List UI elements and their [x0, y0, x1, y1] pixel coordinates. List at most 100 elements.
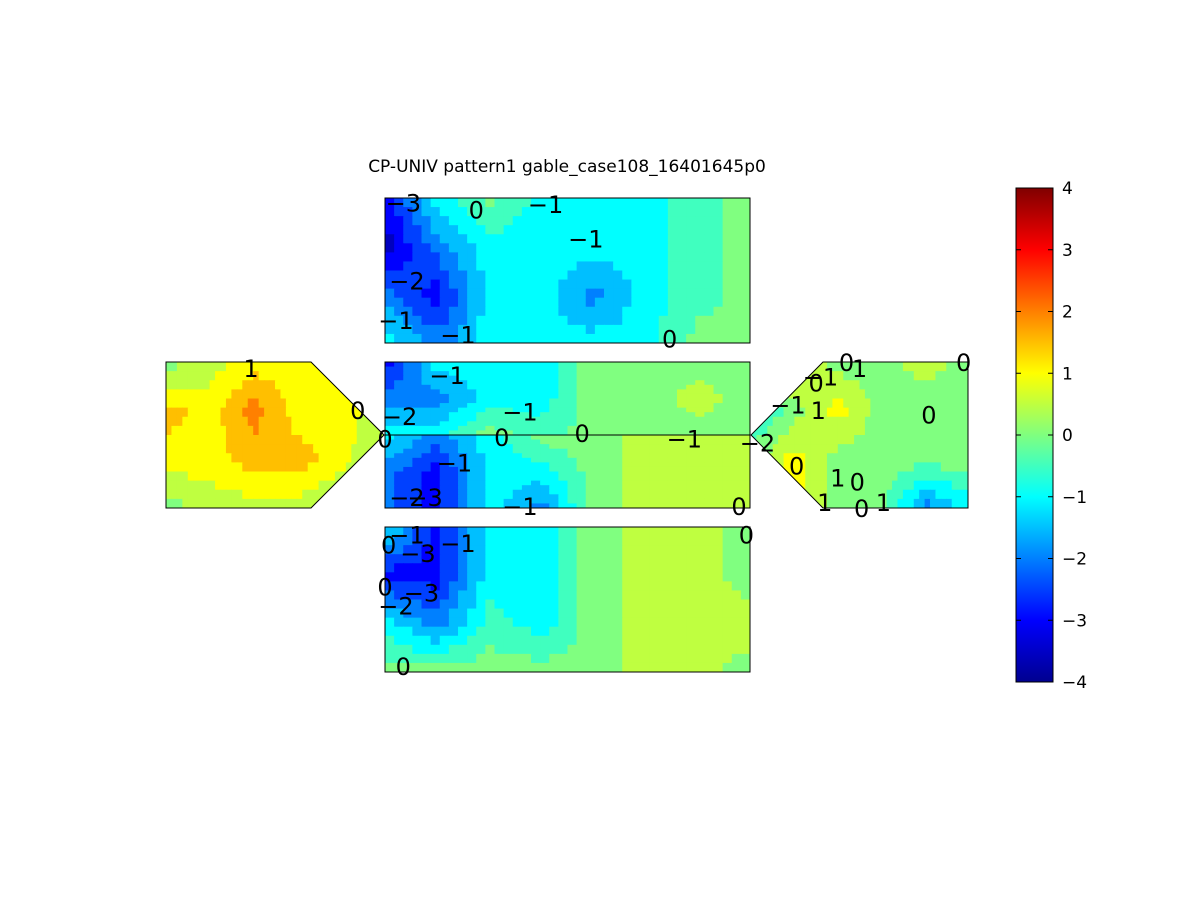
contour-cell: [439, 608, 450, 619]
contour-cell: [558, 462, 569, 468]
contour-cell: [667, 297, 678, 308]
contour-cell: [394, 371, 404, 377]
contour-cell: [467, 503, 477, 508]
contour-cell: [430, 653, 441, 664]
contour-cell: [722, 366, 733, 372]
contour-cell: [740, 207, 750, 217]
contour-cell: [837, 371, 844, 381]
contour-cell: [704, 444, 715, 450]
contour-cell: [385, 425, 395, 432]
contour-cell: [613, 407, 623, 413]
contour-cell: [881, 489, 888, 500]
contour-cell: [631, 216, 642, 226]
contour-cell: [886, 389, 893, 400]
contour-cell: [494, 485, 505, 491]
contour-cell: [631, 536, 642, 546]
contour-cell: [704, 572, 715, 582]
contour-cell: [521, 333, 532, 343]
contour-cell: [881, 498, 888, 508]
contour-cell: [307, 407, 314, 418]
contour-cell: [503, 489, 514, 495]
contour-cell: [171, 435, 178, 445]
contour-cell: [962, 371, 968, 381]
contour-cell: [640, 498, 651, 505]
contour-cell: [677, 425, 687, 432]
contour-cell: [225, 398, 232, 409]
contour-cell: [631, 563, 642, 573]
contour-cell: [631, 225, 642, 235]
contour-cell: [448, 366, 459, 372]
contour-cell: [837, 480, 844, 491]
contour-cell: [258, 498, 265, 508]
contour-cell: [187, 389, 194, 400]
contour-cell: [521, 435, 532, 441]
contour-cell: [225, 425, 232, 436]
contour-cell: [540, 279, 550, 290]
contour-cell: [740, 315, 750, 326]
contour-cell: [467, 545, 477, 555]
contour-cell: [585, 333, 596, 343]
contour-cell: [467, 662, 477, 672]
contour-cell: [826, 480, 833, 491]
contour-cell: [485, 384, 496, 390]
contour-cell: [531, 466, 541, 473]
contour-cell: [854, 407, 861, 418]
contour-cell: [722, 306, 733, 317]
contour-cell: [722, 389, 733, 395]
contour-cell: [731, 384, 742, 390]
contour-cell: [540, 581, 550, 592]
contour-cell: [604, 545, 614, 555]
contour-cell: [704, 315, 715, 326]
contour-cell: [756, 380, 763, 390]
contour-cell: [439, 362, 450, 368]
contour-cell: [334, 498, 341, 508]
contour-cell: [187, 489, 194, 500]
contour-cell: [930, 453, 937, 463]
contour-cell: [640, 430, 651, 435]
contour-cell: [810, 435, 817, 445]
contour-cell: [258, 380, 265, 390]
contour-cell: [430, 421, 441, 427]
contour-cell: [458, 425, 468, 432]
contour-cell: [549, 444, 559, 450]
contour-cell: [826, 371, 833, 381]
contour-cell: [919, 435, 926, 445]
contour-cell: [412, 462, 423, 468]
contour-cell: [356, 362, 363, 372]
contour-cell: [622, 216, 632, 226]
contour-cell: [837, 444, 844, 454]
contour-cell: [439, 439, 450, 445]
contour-cell: [540, 489, 550, 495]
contour-cell: [695, 466, 705, 473]
contour-cell: [604, 439, 614, 445]
contour-cell: [913, 453, 920, 463]
contour-cell: [448, 617, 459, 628]
contour-cell: [448, 362, 459, 368]
contour-cell: [403, 371, 413, 377]
contour-cell: [521, 279, 532, 290]
contour-cell: [649, 393, 660, 400]
contour-cell: [667, 494, 678, 500]
contour-cell: [540, 626, 550, 637]
contour-cell: [476, 494, 486, 500]
contour-cell: [166, 407, 173, 418]
contour-cell: [215, 416, 222, 427]
contour-label: −2: [389, 268, 424, 296]
contour-cell: [870, 489, 877, 500]
contour-cell: [558, 480, 569, 486]
contour-cell: [722, 590, 733, 601]
contour-cell: [740, 462, 750, 468]
contour-cell: [631, 471, 642, 477]
contour-cell: [494, 503, 505, 508]
contour-cell: [209, 435, 216, 445]
contour-cell: [704, 527, 715, 537]
contour-cell: [576, 563, 587, 573]
contour-cell: [394, 412, 404, 418]
contour-cell: [740, 581, 750, 592]
contour-label: 0: [574, 420, 589, 448]
contour-cell: [576, 489, 587, 495]
contour-cell: [816, 489, 823, 500]
contour-cell: [908, 407, 915, 418]
contour-cell: [476, 462, 486, 468]
contour-cell: [307, 416, 314, 427]
